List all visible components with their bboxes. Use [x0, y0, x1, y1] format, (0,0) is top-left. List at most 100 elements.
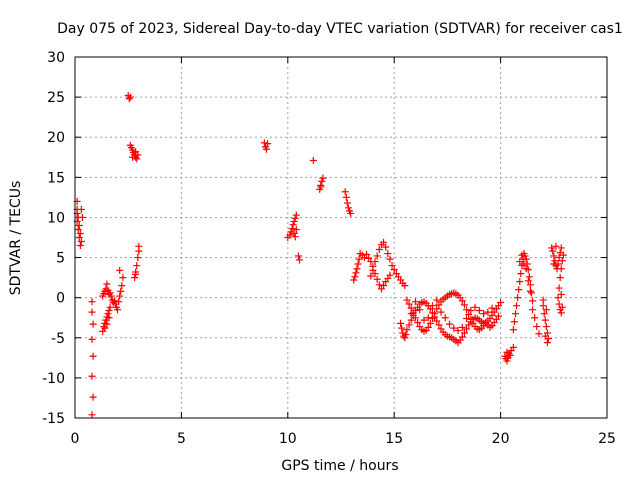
data-point — [527, 289, 535, 297]
data-point — [529, 297, 537, 305]
data-point — [291, 233, 299, 241]
data-point — [363, 250, 371, 258]
data-point — [88, 298, 96, 306]
data-point — [319, 174, 327, 182]
data-point — [522, 265, 530, 273]
data-point — [384, 250, 392, 258]
data-point — [106, 289, 114, 297]
data-point — [467, 315, 475, 323]
y-tick-label: 20 — [47, 130, 65, 146]
y-tick-label: 25 — [47, 90, 65, 106]
data-point — [518, 251, 526, 259]
data-point — [446, 320, 454, 328]
data-point — [107, 292, 115, 300]
data-point — [126, 93, 134, 101]
data-point — [119, 274, 127, 282]
data-point — [510, 318, 518, 326]
data-point — [317, 183, 325, 191]
data-point — [76, 229, 84, 237]
data-point — [88, 335, 96, 343]
data-point — [514, 294, 522, 302]
data-point — [382, 243, 390, 251]
data-point — [555, 254, 563, 262]
data-point — [390, 266, 398, 274]
data-point — [433, 296, 441, 304]
data-point — [426, 319, 434, 327]
data-point — [351, 273, 359, 281]
data-point — [557, 265, 565, 273]
data-point — [475, 307, 483, 315]
data-point — [103, 320, 111, 328]
data-point — [135, 242, 143, 250]
data-point — [433, 317, 441, 325]
data-point — [437, 308, 445, 316]
data-point — [76, 242, 84, 250]
y-tick-label: 5 — [56, 251, 65, 267]
data-point — [405, 300, 413, 308]
data-point — [526, 287, 534, 295]
data-point — [373, 275, 381, 283]
data-point — [511, 310, 519, 318]
data-point — [429, 315, 437, 323]
data-point — [386, 255, 394, 263]
data-point — [542, 323, 550, 331]
data-point — [526, 281, 534, 289]
data-point — [516, 258, 524, 266]
y-tick-label: -15 — [42, 411, 65, 427]
data-point — [558, 257, 566, 265]
data-point — [115, 298, 123, 306]
data-point — [287, 228, 295, 236]
y-tick-label: -10 — [42, 371, 65, 387]
data-point — [89, 393, 97, 401]
data-point — [533, 323, 541, 331]
data-point — [260, 139, 268, 147]
data-point — [405, 321, 413, 329]
data-point — [463, 315, 471, 323]
data-point — [133, 262, 141, 270]
data-point — [551, 257, 559, 265]
data-point — [407, 310, 415, 318]
data-point — [488, 304, 496, 312]
data-point — [125, 95, 133, 103]
x-tick-label: 10 — [279, 431, 297, 447]
data-point — [118, 282, 126, 290]
data-point — [517, 270, 525, 278]
data-point — [480, 310, 488, 318]
data-point — [134, 254, 142, 262]
data-point — [133, 155, 141, 163]
data-point — [555, 284, 563, 292]
data-point — [503, 348, 511, 356]
data-point — [342, 193, 350, 201]
data-point — [550, 252, 558, 260]
data-point — [341, 188, 349, 196]
data-point — [540, 310, 548, 318]
data-point — [110, 297, 118, 305]
data-point — [503, 357, 511, 365]
data-point — [117, 287, 125, 295]
data-point — [132, 148, 140, 156]
x-tick-labels: 0 5 10 15 20 25 — [71, 431, 616, 447]
data-point — [318, 177, 326, 185]
data-point — [550, 260, 558, 268]
data-point — [515, 286, 523, 294]
data-point — [411, 314, 419, 322]
data-point — [403, 296, 411, 304]
data-point — [484, 308, 492, 316]
data-point — [535, 330, 543, 338]
x-tick-label: 20 — [492, 431, 510, 447]
data-point — [460, 301, 468, 309]
y-axis-label: SDTVAR / TECUs — [8, 181, 24, 296]
data-point — [516, 278, 524, 286]
data-point — [106, 303, 114, 311]
data-point — [529, 306, 537, 314]
data-point — [497, 298, 505, 306]
data-point — [88, 308, 96, 316]
data-point — [288, 225, 296, 233]
data-point — [375, 281, 383, 289]
data-point — [424, 314, 432, 322]
y-tick-labels: -15 -10 -5 0 5 10 15 20 25 30 — [42, 50, 65, 427]
data-point — [433, 305, 441, 313]
data-point — [460, 329, 468, 337]
data-point — [467, 307, 475, 315]
